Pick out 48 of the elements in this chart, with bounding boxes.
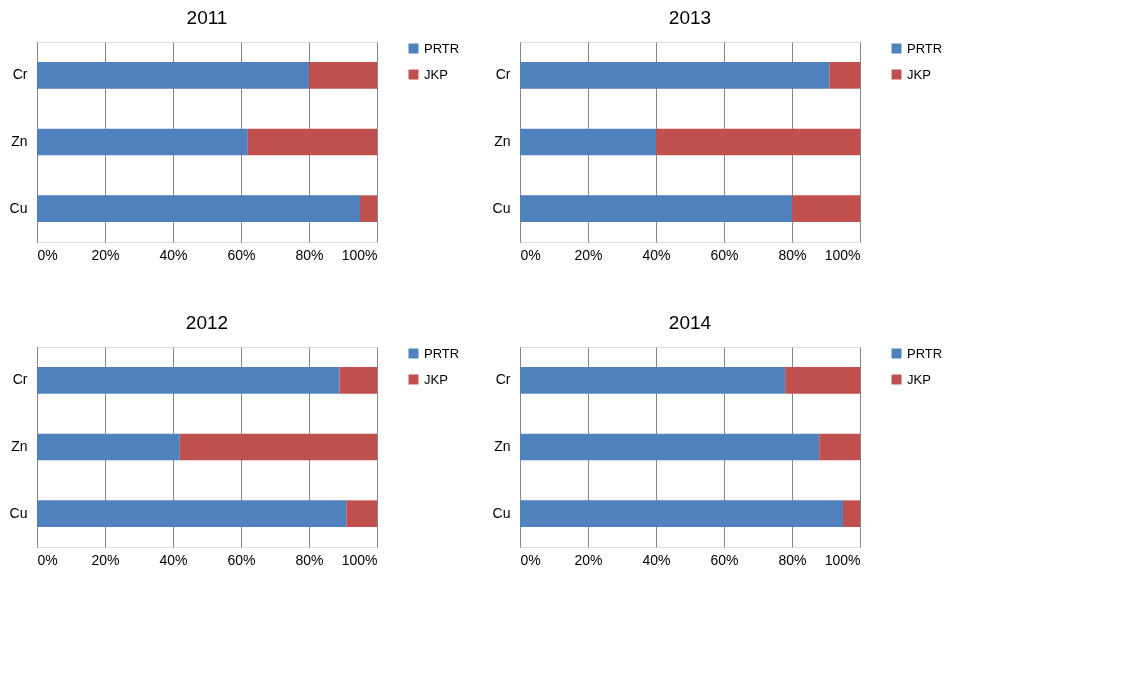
legend-label: PRTR [424, 40, 460, 56]
x-tick-label: 20% [574, 246, 603, 263]
legend-label: JKP [424, 371, 448, 387]
chart-title: 2012 [185, 312, 229, 333]
x-tick-label: 80% [778, 551, 807, 568]
legend-label: JKP [907, 66, 931, 82]
y-tick-label: Cu [492, 504, 511, 521]
y-tick-label: Cu [492, 199, 511, 216]
x-tick-label: 20% [574, 551, 603, 568]
y-tick-label: Cr [495, 371, 511, 388]
y-tick-label: Zn [494, 133, 511, 149]
chart-title: 2014 [668, 312, 712, 333]
legend-label: PRTR [424, 345, 460, 361]
x-tick-label: 100% [341, 551, 378, 568]
x-tick-label: 80% [295, 551, 324, 568]
x-tick-label: 60% [227, 246, 256, 263]
y-tick-label: Zn [11, 133, 28, 149]
x-tick-label: 0% [37, 551, 58, 568]
y-tick-label: Cu [9, 199, 28, 216]
legend-label: JKP [424, 66, 448, 82]
x-tick-label: 40% [159, 246, 188, 263]
x-tick-label: 60% [710, 246, 739, 263]
y-tick-label: Cu [9, 504, 28, 521]
x-tick-label: 100% [824, 551, 861, 568]
x-tick-label: 80% [295, 246, 324, 263]
x-tick-label: 0% [520, 551, 541, 568]
y-tick-label: Cr [495, 66, 511, 83]
x-tick-label: 80% [778, 246, 807, 263]
legend-label: JKP [907, 371, 931, 387]
y-tick-label: Cr [12, 371, 28, 388]
y-tick-label: Zn [11, 438, 28, 454]
x-tick-label: 20% [91, 246, 120, 263]
legend-label: PRTR [907, 40, 943, 56]
x-tick-label: 20% [91, 551, 120, 568]
chart-title: 2013 [668, 7, 712, 28]
chart-title: 2011 [186, 7, 228, 28]
x-tick-label: 100% [341, 246, 378, 263]
x-tick-label: 60% [710, 551, 739, 568]
x-tick-label: 0% [520, 246, 541, 263]
x-tick-label: 100% [824, 246, 861, 263]
y-tick-label: Cr [12, 66, 28, 83]
x-tick-label: 0% [37, 246, 58, 263]
y-tick-label: Zn [494, 438, 511, 454]
x-tick-label: 60% [227, 551, 256, 568]
x-tick-label: 40% [159, 551, 188, 568]
legend-label: PRTR [907, 345, 943, 361]
x-tick-label: 40% [642, 551, 671, 568]
x-tick-label: 40% [642, 246, 671, 263]
